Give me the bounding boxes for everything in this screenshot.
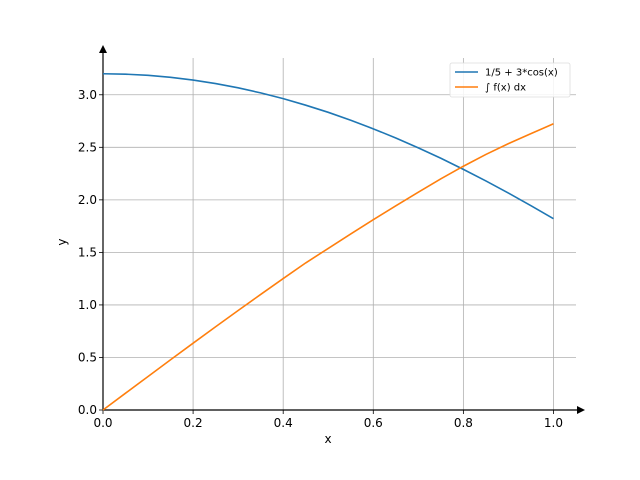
series-line-2	[102, 123, 554, 411]
y-tick-label: 2.0	[78, 193, 97, 207]
x-tick-label: 0.2	[184, 416, 203, 430]
y-tick-label: 0.5	[78, 350, 97, 364]
y-tick-label: 3.0	[78, 88, 97, 102]
tick-labels: 0.0 0.2 0.4 0.6 0.8 1.0 0.0 0.5 1.0 1.5 2.0 2.5 3.0	[78, 88, 563, 430]
legend: 1/5 + 3*cos(x) ∫ f(x) dx	[449, 62, 571, 98]
series-line-1	[102, 72, 554, 220]
legend-box	[449, 62, 571, 98]
x-tick-label: 0.4	[274, 416, 293, 430]
y-tick-label: 2.5	[78, 140, 97, 154]
axes	[99, 45, 585, 414]
x-axis-label: x	[324, 432, 331, 446]
x-tick-label: 1.0	[544, 416, 563, 430]
y-tick-label: 0.0	[78, 403, 97, 417]
y-axis-arrow	[99, 45, 107, 53]
x-tick-label: 0.6	[364, 416, 383, 430]
x-tick-label: 0.0	[93, 416, 112, 430]
legend-label: ∫ f(x) dx	[485, 83, 526, 94]
plot-area	[102, 72, 554, 411]
x-axis-arrow	[577, 406, 585, 414]
x-tick-label: 0.8	[454, 416, 473, 430]
grid-lines	[103, 58, 576, 410]
legend-label: 1/5 + 3*cos(x)	[485, 68, 558, 79]
y-tick-label: 1.5	[78, 245, 97, 259]
y-axis-label: y	[55, 238, 69, 245]
y-tick-label: 1.0	[78, 298, 97, 312]
